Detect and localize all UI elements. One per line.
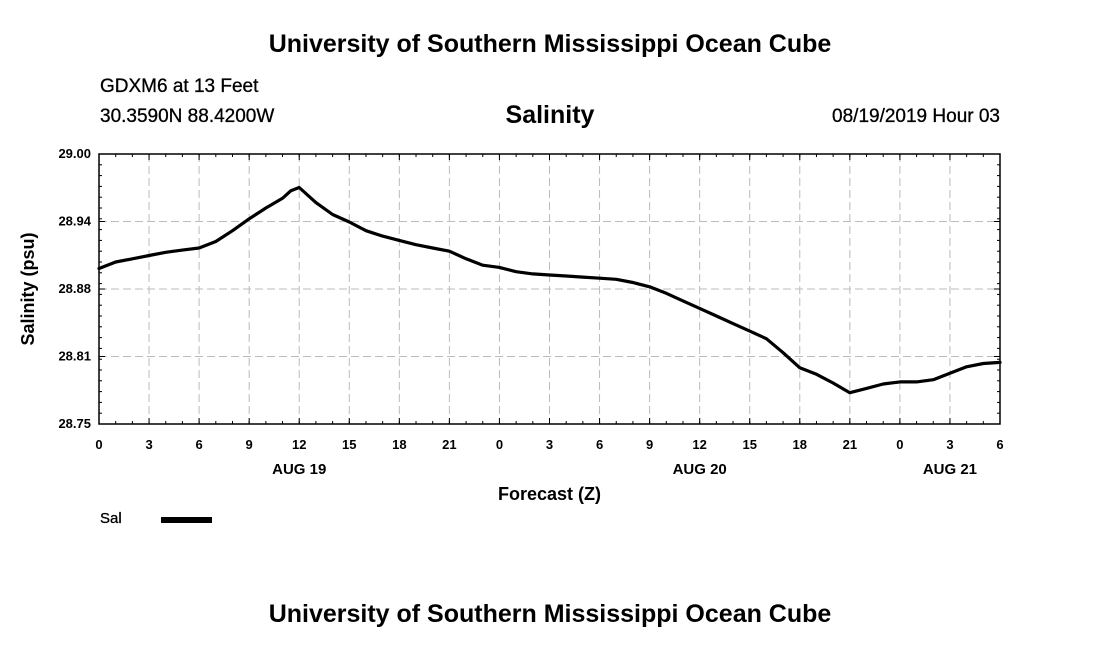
chart-title: Salinity: [505, 101, 595, 129]
station-name: GDXM6 at 13 Feet: [100, 76, 259, 97]
x-tick-label: 18: [392, 437, 406, 452]
plot-frame: [98, 153, 1001, 425]
x-tick-label: 15: [342, 437, 356, 452]
x-tick-label: 0: [95, 437, 102, 452]
series-line-sal: [97, 185, 1002, 395]
date-label: AUG 20: [673, 461, 727, 478]
x-tick-label: 21: [442, 437, 456, 452]
x-tick-label: 9: [646, 437, 653, 452]
x-tick-label: 3: [946, 437, 953, 452]
legend-swatch: [161, 517, 212, 523]
x-tick-label: 12: [692, 437, 706, 452]
date-label: AUG 21: [923, 461, 977, 478]
y-tick-label: 29.00: [58, 146, 91, 161]
x-tick-label: 12: [292, 437, 306, 452]
footer-title: University of Southern Mississippi Ocean…: [268, 600, 832, 628]
x-tick-label: 6: [596, 437, 603, 452]
y-tick-label: 28.94: [58, 214, 91, 229]
y-tick-label: 28.75: [58, 416, 91, 431]
y-axis-label: Salinity (psu): [18, 232, 38, 345]
legend-label: Sal: [100, 510, 122, 527]
x-tick-label: 0: [896, 437, 903, 452]
station-coordinates: 30.3590N 88.4200W: [100, 106, 275, 127]
x-tick-label: 18: [793, 437, 807, 452]
x-tick-label: 3: [546, 437, 553, 452]
x-tick-label: 6: [195, 437, 202, 452]
forecast-timestamp: 08/19/2019 Hour 03: [832, 106, 1000, 127]
header-title: University of Southern Mississippi Ocean…: [268, 30, 832, 58]
x-tick-label: 9: [246, 437, 253, 452]
x-tick-label: 21: [843, 437, 857, 452]
x-tick-label: 3: [145, 437, 152, 452]
x-tick-label: 15: [742, 437, 756, 452]
x-tick-label: 0: [496, 437, 503, 452]
x-axis-label: Forecast (Z): [498, 484, 601, 504]
y-tick-label: 28.88: [58, 281, 91, 296]
y-tick-label: 28.81: [58, 349, 91, 364]
x-tick-label: 6: [996, 437, 1003, 452]
date-label: AUG 19: [272, 461, 326, 478]
